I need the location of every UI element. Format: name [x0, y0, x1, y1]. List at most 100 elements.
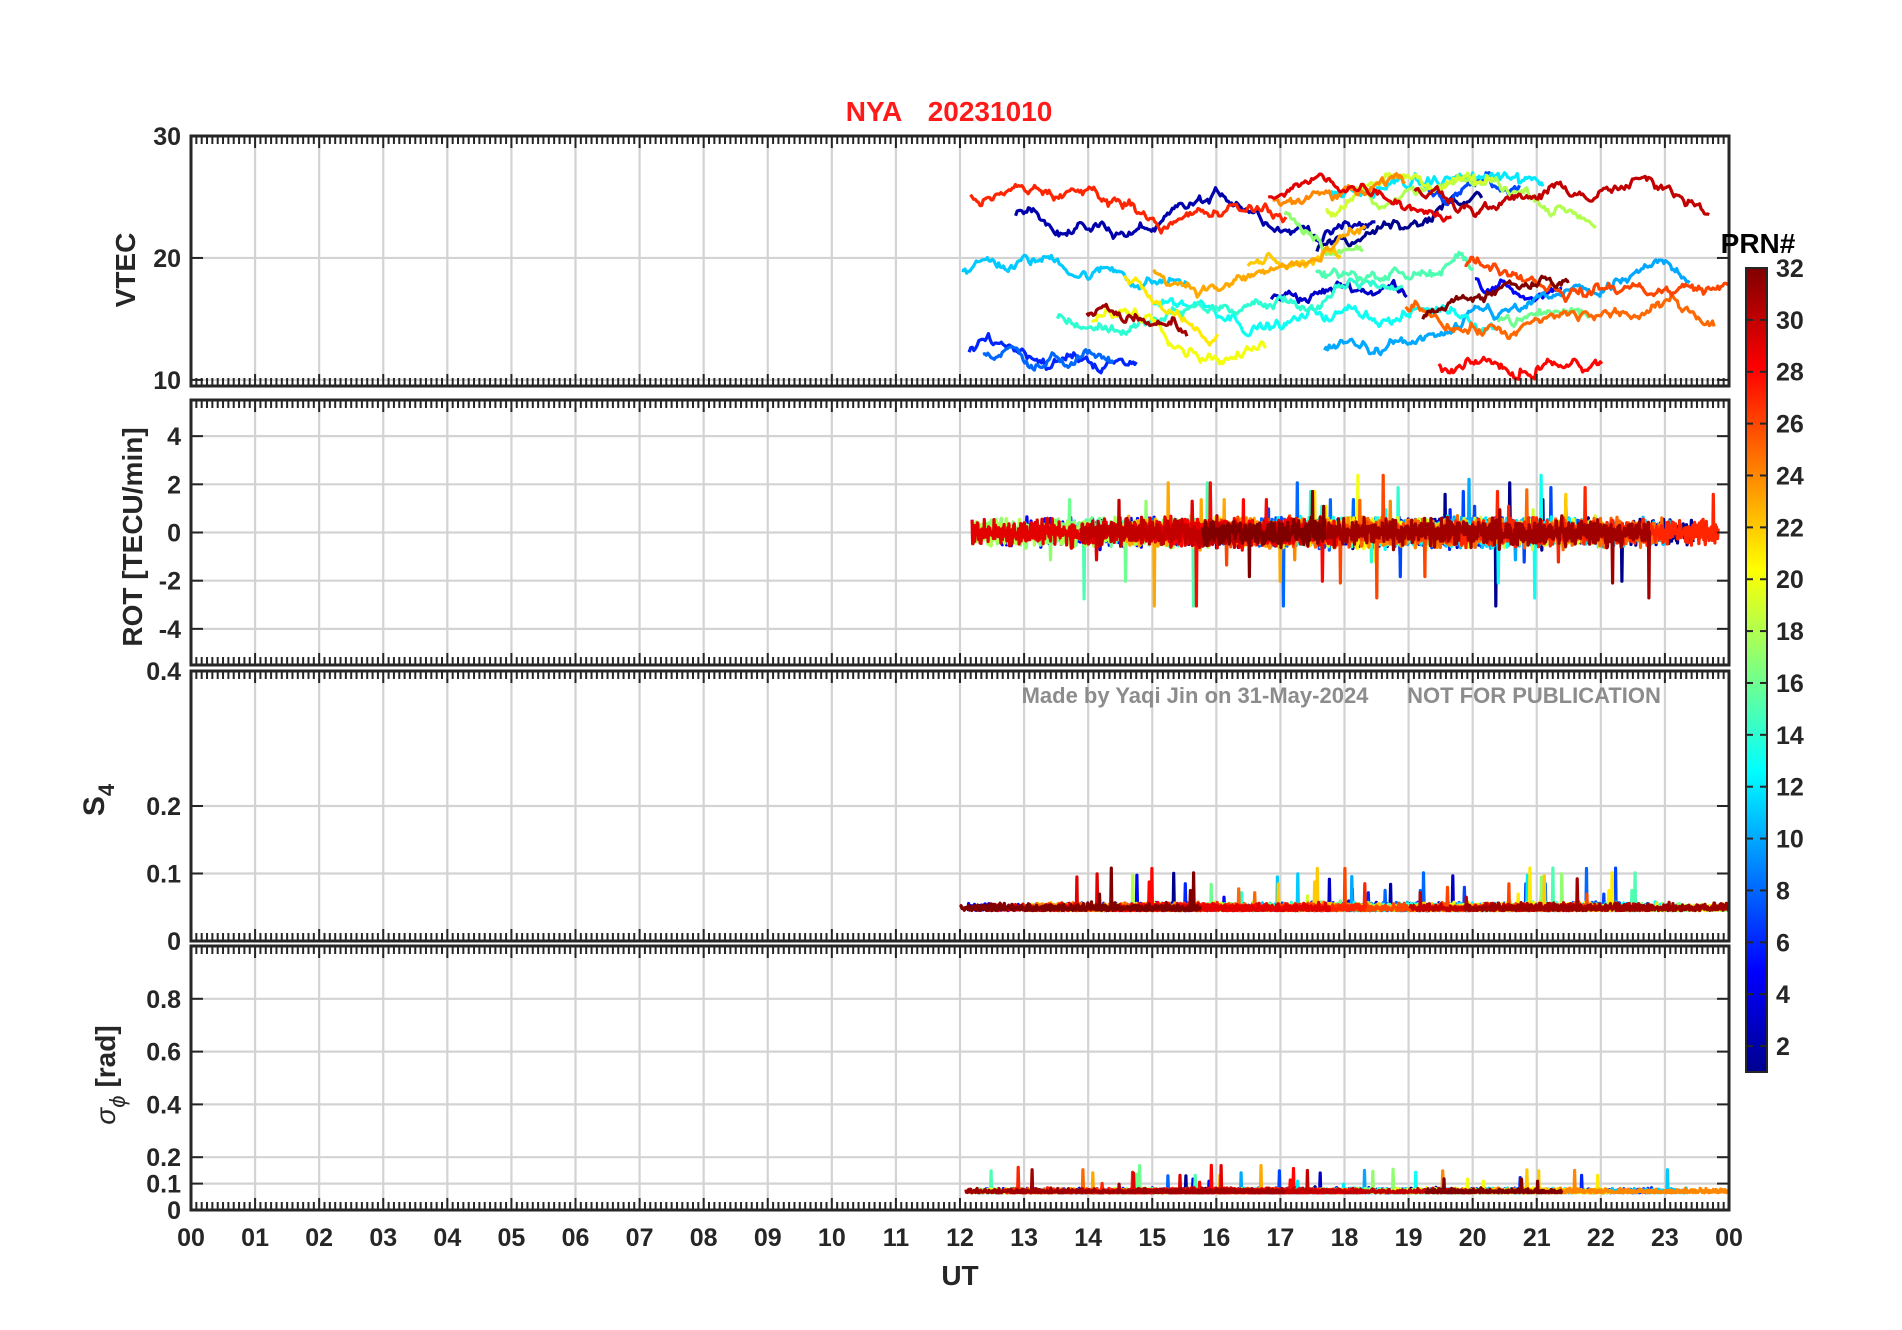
- colorbar-tick-label: 2: [1776, 1033, 1790, 1061]
- data-lines: [961, 171, 1729, 381]
- colorbar-tick-label: 12: [1776, 774, 1804, 802]
- prn-series-line: [1078, 498, 1249, 550]
- colorbar-title: PRN#: [1721, 228, 1796, 259]
- axes-frame: 10 20 30: [153, 123, 1731, 395]
- prn-series-line: [1085, 302, 1189, 337]
- prn-series-line: [1424, 1177, 1564, 1195]
- x-tick-label: 00: [177, 1224, 205, 1252]
- prn-series-line: [1421, 274, 1570, 320]
- x-tick-label: 02: [305, 1224, 333, 1252]
- sigma-ylabel: σϕ [rad]: [90, 1025, 130, 1124]
- figure-title-date: 20231010: [928, 96, 1053, 127]
- grid: [189, 400, 1731, 665]
- y-tick-label: 0.8: [146, 986, 181, 1014]
- s4-ylabel-main: S: [78, 796, 111, 816]
- grid: [189, 669, 1731, 943]
- y-tick-label: 0.4: [146, 1091, 181, 1119]
- x-tick-label: 03: [369, 1224, 397, 1252]
- prn-series-line: [1474, 277, 1563, 303]
- x-tick-label: 21: [1523, 1224, 1551, 1252]
- y-tick-label: 0.1: [146, 861, 181, 889]
- prn-series-line: [1201, 489, 1327, 579]
- x-tick-label: 08: [690, 1224, 718, 1252]
- colorbar-tick-label: 10: [1776, 826, 1804, 854]
- y-tick-label: 10: [153, 367, 181, 395]
- colorbar-tick-label: 14: [1776, 722, 1804, 750]
- x-tick-label: 06: [562, 1224, 590, 1252]
- vtec-ylabel: VTEC: [110, 233, 141, 308]
- prn-series-line: [1272, 172, 1406, 207]
- y-tick-label: 0.6: [146, 1039, 181, 1067]
- y-tick-label: -4: [159, 616, 181, 644]
- y-tick-label: -2: [159, 568, 181, 596]
- x-tick-label: 05: [498, 1224, 526, 1252]
- colorbar-tick-label: 22: [1776, 514, 1804, 542]
- prn-series-line: [969, 182, 1288, 235]
- watermark-notice: NOT FOR PUBLICATION: [1407, 683, 1661, 708]
- colorbar-tick-label: 20: [1776, 566, 1804, 594]
- x-tick-label: 17: [1267, 1224, 1295, 1252]
- y-tick-label: 0.2: [146, 1144, 181, 1172]
- y-tick-label: 4: [167, 423, 181, 451]
- y-tick-label: 0.2: [146, 793, 181, 821]
- prn-series-line: [964, 1168, 1286, 1195]
- prn-series-line: [1123, 274, 1220, 347]
- sigma-ylabel-unit: [rad]: [90, 1025, 121, 1087]
- y-tick-label: 0: [167, 520, 181, 548]
- x-tick-label: 18: [1331, 1224, 1359, 1252]
- prn-series-line: [961, 253, 1188, 291]
- colorbar-tick-label: 24: [1776, 462, 1804, 490]
- prn-series-line: [1314, 250, 1475, 284]
- colorbar-tick-label: 18: [1776, 618, 1804, 646]
- rot-panel: -4 -2 0 2 4: [159, 398, 1731, 667]
- prn-series-line: [1152, 225, 1367, 299]
- x-tick-labels: 00 01 02 03 04 05 06 07 08 09 10 11 12 13 14 15 16 17 18 19…: [177, 1224, 1743, 1252]
- x-tick-label: 23: [1651, 1224, 1679, 1252]
- figure-title-station: NYA: [846, 96, 903, 127]
- x-tick-label: 14: [1074, 1224, 1102, 1252]
- x-tick-label: 09: [754, 1224, 782, 1252]
- prn-series-line: [1437, 355, 1604, 381]
- x-tick-label: 01: [241, 1224, 269, 1252]
- axes-frame: -4 -2 0 2 4: [159, 398, 1731, 667]
- prn-series-line: [1413, 174, 1710, 218]
- axes-frame: 0 0.1 0.2 0.4: [146, 658, 1731, 956]
- y-tick-label: 0: [167, 928, 181, 956]
- prn-series-line: [959, 866, 1202, 913]
- prn-series-line: [1316, 508, 1652, 600]
- colorbar-tick-label: 4: [1776, 981, 1790, 1009]
- sigma-ylabel-sub: ϕ: [105, 1096, 130, 1108]
- x-tick-label: 13: [1010, 1224, 1038, 1252]
- y-tick-label: 0: [167, 1197, 181, 1225]
- watermark-credit: Made by Yaqi Jin on 31-May-2024: [1022, 683, 1370, 708]
- y-tick-label: 0.4: [146, 658, 181, 686]
- colorbar-tick-label: 32: [1776, 255, 1804, 283]
- colorbar-tick-label: 30: [1776, 307, 1804, 335]
- rot-ylabel: ROT [TECU/min]: [117, 427, 148, 646]
- x-tick-label: 19: [1395, 1224, 1423, 1252]
- colorbar-gradient: [1745, 267, 1768, 1073]
- colorbar-tick-label: 8: [1776, 877, 1790, 905]
- data-lines: [959, 866, 1729, 913]
- x-tick-label: 22: [1587, 1224, 1615, 1252]
- axes-frame: 00.10.2 0.4 0.6 0.8: [146, 944, 1731, 1225]
- x-tick-label: 12: [946, 1224, 974, 1252]
- x-tick-label: 04: [433, 1224, 461, 1252]
- prn-series-line: [1404, 294, 1716, 340]
- prn-series-line: [1315, 190, 1484, 253]
- colorbar-tick-label: 6: [1776, 929, 1790, 957]
- s4-panel: 0 0.1 0.2 0.4: [146, 658, 1731, 956]
- colorbar-tick-label: 28: [1776, 359, 1804, 387]
- prn-series-line: [1014, 186, 1376, 244]
- colorbar-tick-label: 26: [1776, 411, 1804, 439]
- y-tick-label: 20: [153, 245, 181, 273]
- x-tick-label: 16: [1202, 1224, 1230, 1252]
- prn-series-line: [1462, 877, 1729, 913]
- prn-series-line: [1324, 171, 1494, 218]
- y-tick-label: 30: [153, 123, 181, 151]
- x-tick-label: 10: [818, 1224, 846, 1252]
- s4-ylabel-sub: 4: [94, 783, 119, 796]
- y-tick-label: 0.1: [146, 1171, 181, 1199]
- prn-series-line: [1323, 258, 1691, 357]
